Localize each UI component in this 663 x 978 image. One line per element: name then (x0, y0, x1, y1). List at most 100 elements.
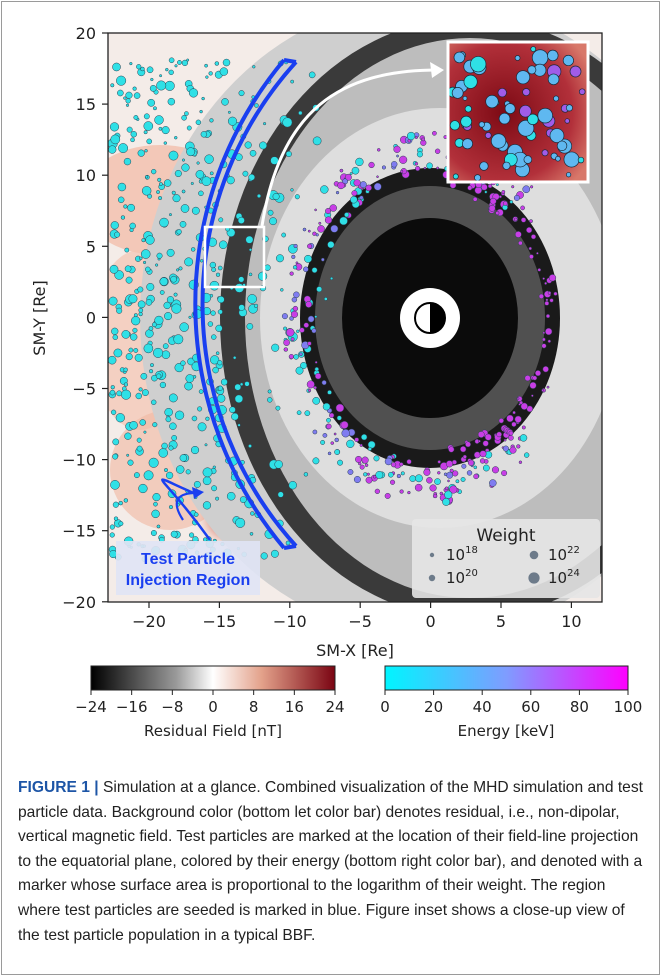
particle-marker (307, 341, 312, 346)
particle-marker (335, 403, 345, 413)
particle-marker (415, 474, 423, 483)
particle-marker (154, 315, 164, 325)
particle-marker (270, 549, 279, 558)
particle-marker (202, 467, 213, 478)
particle-marker (322, 433, 328, 438)
figure-caption: FIGURE 1 | Simulation at a glance. Combi… (18, 776, 646, 948)
particle-marker (396, 473, 401, 479)
particle-marker (234, 394, 244, 404)
particle-marker (195, 170, 205, 179)
particle-marker (215, 496, 220, 501)
colorbar-tick-label: −8 (161, 698, 183, 716)
particle-marker (365, 184, 372, 192)
particle-marker (137, 300, 146, 309)
particle-marker (161, 442, 168, 450)
particle-marker (139, 256, 143, 261)
particle-marker (133, 348, 139, 353)
particle-marker (173, 334, 184, 345)
particle-marker (215, 324, 223, 332)
particle-marker (247, 294, 257, 304)
particle-marker (399, 155, 408, 164)
particle-marker (168, 445, 174, 451)
y-tick-label: −10 (62, 451, 96, 470)
particle-marker (112, 62, 121, 72)
particle-marker (481, 183, 488, 191)
particle-marker (110, 134, 121, 145)
inset-particle (453, 51, 466, 64)
particle-marker (156, 190, 160, 194)
particle-marker (259, 141, 268, 150)
particle-marker (373, 455, 380, 462)
particle-marker (211, 485, 218, 492)
particle-marker (289, 271, 294, 276)
y-tick-label: 5 (86, 237, 96, 256)
particle-marker (289, 316, 294, 321)
particle-marker (181, 59, 188, 67)
particle-marker (479, 458, 486, 464)
particle-marker (293, 291, 300, 298)
particle-marker (317, 225, 325, 233)
particle-marker (146, 282, 155, 291)
particle-marker (520, 217, 527, 223)
particle-marker (334, 437, 339, 443)
particle-marker (248, 173, 256, 181)
particle-marker (520, 205, 525, 211)
particle-marker (290, 79, 295, 84)
particle-marker (275, 405, 281, 411)
particle-marker (150, 363, 154, 368)
particle-marker (166, 296, 175, 304)
particle-marker (414, 135, 418, 139)
particle-marker (353, 179, 361, 187)
particle-marker (158, 196, 163, 201)
particle-marker (144, 175, 149, 179)
particle-marker (156, 524, 161, 529)
particle-marker (123, 367, 128, 372)
particle-marker (177, 60, 182, 65)
particle-marker (227, 116, 238, 126)
particle-marker (123, 382, 129, 387)
particle-marker (503, 438, 507, 442)
particle-marker (396, 154, 399, 158)
particle-marker (181, 158, 186, 162)
inset-particle (531, 49, 549, 66)
particle-marker (443, 472, 448, 476)
particle-marker (446, 471, 454, 479)
particle-marker (283, 339, 290, 346)
particle-marker (128, 347, 134, 353)
particle-marker (152, 493, 161, 502)
particle-marker (219, 67, 229, 76)
particle-marker (553, 291, 558, 296)
colorbar-tick-label: 20 (424, 698, 443, 716)
particle-marker (109, 532, 115, 538)
particle-marker (489, 479, 497, 487)
particle-marker (344, 173, 352, 181)
particle-marker (482, 464, 490, 472)
particle-marker (451, 459, 457, 465)
particle-marker (531, 394, 534, 397)
inset-particle (556, 140, 568, 151)
particle-marker (147, 98, 156, 107)
particle-marker (217, 394, 226, 403)
particle-marker (202, 476, 212, 486)
particle-marker (501, 189, 506, 194)
particle-marker (299, 327, 305, 333)
particle-marker (320, 185, 329, 194)
particle-marker (118, 143, 129, 154)
particle-marker (324, 216, 333, 224)
particle-marker (325, 207, 332, 214)
particle-marker (358, 461, 362, 466)
particle-marker (326, 423, 332, 430)
particle-marker (164, 312, 173, 321)
figure-plot: Test Particle Injection Region Weight 10… (30, 24, 642, 740)
particle-marker (495, 211, 500, 216)
particle-marker (151, 168, 157, 175)
inset-particle (578, 88, 586, 96)
particle-marker (184, 111, 189, 116)
particle-marker (467, 459, 475, 466)
particle-marker (121, 330, 131, 339)
colorbar-tick-label: 80 (570, 698, 589, 716)
particle-marker (171, 435, 178, 441)
particle-marker (193, 480, 201, 488)
particle-marker (198, 190, 204, 197)
particle-marker (204, 154, 214, 164)
